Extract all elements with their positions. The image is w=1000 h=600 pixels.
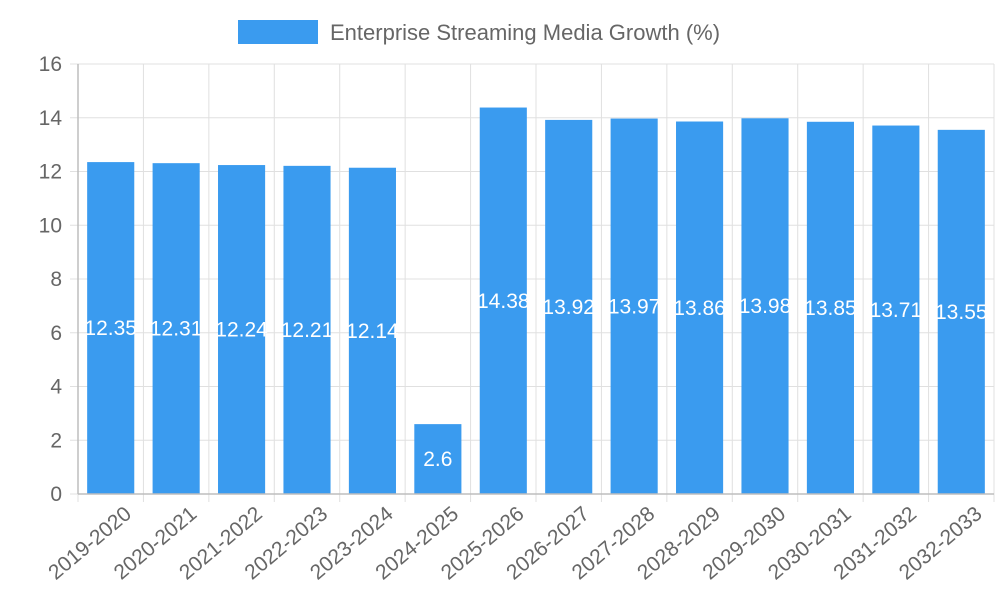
bar-value-label: 12.14: [346, 320, 399, 343]
bar-value-label: 13.92: [542, 296, 595, 319]
legend: Enterprise Streaming Media Growth (%): [238, 20, 720, 45]
bar[interactable]: [872, 125, 920, 494]
bar[interactable]: [479, 107, 527, 494]
y-tick-label: 0: [50, 483, 62, 506]
x-axis-ticks: 2019-20202020-20212021-20222022-20232023…: [44, 502, 986, 584]
bar[interactable]: [348, 167, 396, 495]
y-tick-label: 4: [50, 376, 62, 399]
bar-value-label: 13.85: [804, 297, 857, 320]
legend-label: Enterprise Streaming Media Growth (%): [330, 20, 720, 45]
bar[interactable]: [741, 118, 789, 494]
bar-value-label: 12.31: [150, 318, 203, 341]
bar-value-label: 13.86: [673, 297, 726, 320]
bar[interactable]: [152, 163, 200, 494]
bar-value-label: 12.21: [281, 319, 334, 342]
grid: [70, 63, 995, 502]
y-tick-label: 6: [50, 322, 62, 345]
bar-value-label: 13.55: [935, 301, 988, 324]
bar[interactable]: [610, 118, 658, 495]
y-axis-ticks: 0 2 4 6 8 10 12 14 16: [39, 53, 63, 506]
y-tick-label: 16: [39, 53, 62, 76]
bar[interactable]: [218, 165, 266, 495]
bar-value-label: 12.24: [215, 319, 268, 342]
bar-value-label: 12.35: [84, 317, 137, 340]
bar[interactable]: [806, 121, 854, 494]
y-tick-label: 8: [50, 268, 62, 291]
bars: [87, 107, 985, 495]
bar[interactable]: [414, 424, 462, 494]
data-labels: 12.35 12.31 12.24 12.21 12.14 2.6 14.38 13.92 13…: [84, 290, 987, 471]
bar-value-label: 2.6: [423, 448, 452, 471]
bar[interactable]: [545, 119, 593, 495]
y-tick-label: 10: [39, 214, 62, 237]
bar-value-label: 13.98: [739, 295, 792, 318]
legend-swatch: [238, 20, 318, 44]
bar[interactable]: [676, 121, 724, 494]
bar-value-label: 14.38: [477, 290, 530, 313]
bar[interactable]: [87, 162, 135, 494]
bar-value-label: 13.71: [870, 299, 923, 322]
bar[interactable]: [283, 165, 331, 494]
y-tick-label: 14: [39, 107, 63, 130]
y-tick-label: 12: [39, 161, 62, 184]
axes: [77, 64, 994, 495]
bar[interactable]: [937, 129, 985, 494]
y-tick-label: 2: [50, 429, 62, 452]
bar-value-label: 13.97: [608, 295, 661, 318]
